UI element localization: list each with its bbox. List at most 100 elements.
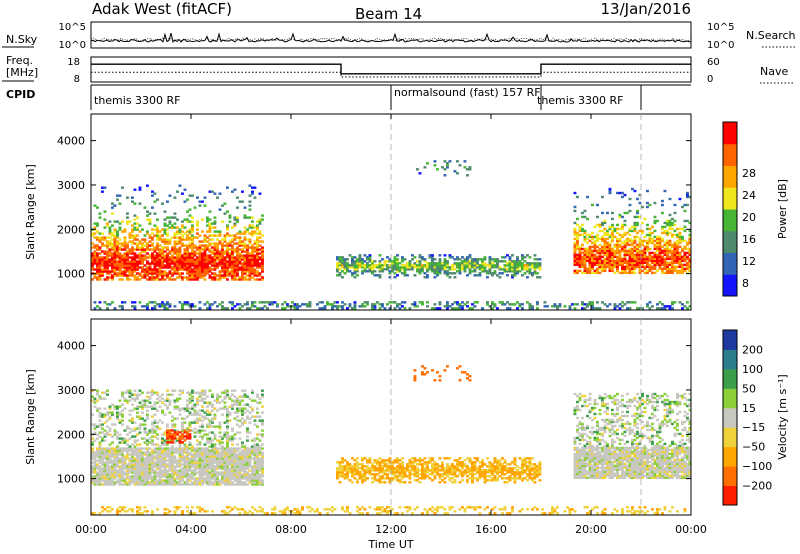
power-cell bbox=[638, 261, 642, 265]
velocity-cell bbox=[171, 453, 174, 456]
power-cell bbox=[101, 238, 104, 241]
power-cell bbox=[603, 251, 607, 255]
power-cell bbox=[601, 221, 604, 225]
velocity-cell bbox=[168, 469, 172, 472]
power-cell bbox=[171, 250, 174, 253]
velocity-cell bbox=[211, 405, 214, 408]
power-cell bbox=[96, 266, 99, 269]
power-cell bbox=[468, 166, 472, 169]
power-cell bbox=[383, 262, 387, 265]
power-cell bbox=[103, 270, 107, 273]
power-cell bbox=[206, 256, 209, 259]
power-cell bbox=[573, 251, 577, 255]
power-cell bbox=[131, 252, 134, 255]
power-cell bbox=[488, 264, 492, 267]
velocity-cell bbox=[208, 439, 212, 442]
power-cell bbox=[201, 254, 204, 257]
power-cell bbox=[308, 303, 312, 306]
velocity-cell bbox=[236, 459, 239, 462]
power-cell bbox=[111, 234, 114, 237]
velocity-cell bbox=[123, 437, 127, 440]
velocity-cell bbox=[146, 447, 149, 450]
velocity-cell bbox=[191, 471, 194, 474]
power-cell bbox=[656, 255, 659, 259]
velocity-cell bbox=[106, 475, 109, 478]
velocity-cell bbox=[156, 483, 159, 486]
velocity-cell bbox=[211, 419, 214, 422]
power-cell bbox=[403, 307, 407, 310]
power-cell bbox=[178, 260, 182, 263]
power-cell bbox=[643, 217, 647, 221]
power-cell bbox=[101, 274, 104, 277]
power-cell bbox=[611, 257, 614, 261]
power-cell bbox=[683, 263, 687, 267]
power-cell bbox=[153, 270, 157, 273]
power-cell bbox=[266, 307, 269, 310]
power-cell bbox=[228, 254, 232, 257]
power-cell bbox=[113, 266, 117, 269]
power-cell bbox=[146, 242, 149, 245]
power-cell bbox=[166, 238, 169, 241]
power-cell bbox=[116, 256, 119, 259]
power-cell bbox=[361, 305, 364, 308]
power-cell bbox=[208, 260, 212, 263]
velocity-cell bbox=[223, 465, 227, 468]
power-cell bbox=[688, 249, 692, 253]
power-cell bbox=[188, 256, 192, 259]
power-cell bbox=[118, 202, 122, 205]
power-cell bbox=[596, 263, 599, 267]
velocity-cell bbox=[206, 449, 209, 452]
velocity-cell bbox=[93, 451, 97, 454]
power-cell bbox=[573, 303, 577, 306]
velocity-cell bbox=[98, 451, 102, 454]
velocity-cell bbox=[143, 465, 147, 468]
velocity-cell bbox=[183, 421, 187, 424]
power-cell bbox=[178, 254, 182, 257]
power-cell bbox=[391, 264, 394, 267]
power-cell bbox=[681, 255, 684, 259]
velocity-cell bbox=[173, 425, 177, 428]
power-cell bbox=[598, 307, 602, 310]
power-cell bbox=[136, 254, 139, 257]
power-cell bbox=[488, 268, 492, 271]
power-cell bbox=[666, 265, 669, 269]
velocity-cell bbox=[161, 433, 164, 436]
power-cell bbox=[536, 307, 539, 310]
velocity-cell bbox=[233, 389, 237, 392]
velocity-cell bbox=[206, 423, 209, 426]
power-cell bbox=[248, 200, 252, 203]
power-cell bbox=[393, 260, 397, 263]
power-cell bbox=[256, 258, 259, 261]
power-cell bbox=[483, 268, 487, 271]
velocity-cell bbox=[211, 483, 214, 486]
power-cell bbox=[98, 262, 102, 265]
power-cell bbox=[206, 307, 209, 310]
power-cell bbox=[608, 247, 612, 251]
power-cell bbox=[421, 301, 424, 304]
power-cell bbox=[133, 262, 137, 265]
power-cell bbox=[248, 194, 252, 197]
power-cell bbox=[166, 256, 169, 259]
power-cell bbox=[206, 264, 209, 267]
velocity-cell bbox=[151, 469, 154, 472]
velocity-cell bbox=[216, 463, 219, 466]
power-cell bbox=[368, 260, 372, 263]
velocity-cell bbox=[151, 453, 154, 456]
power-cell bbox=[228, 266, 232, 269]
power-cell bbox=[521, 256, 524, 259]
power-cell bbox=[206, 246, 209, 249]
power-cell bbox=[661, 199, 664, 203]
power-cell bbox=[173, 272, 177, 275]
power-cell bbox=[466, 256, 469, 259]
power-cell bbox=[608, 189, 612, 193]
velocity-cell bbox=[223, 407, 227, 410]
velocity-cell bbox=[191, 399, 194, 402]
power-cell bbox=[396, 305, 399, 308]
power-cell bbox=[221, 276, 224, 279]
power-cell bbox=[251, 303, 254, 306]
velocity-cell bbox=[168, 447, 172, 450]
power-cell bbox=[178, 266, 182, 269]
velocity-cell bbox=[128, 391, 132, 394]
